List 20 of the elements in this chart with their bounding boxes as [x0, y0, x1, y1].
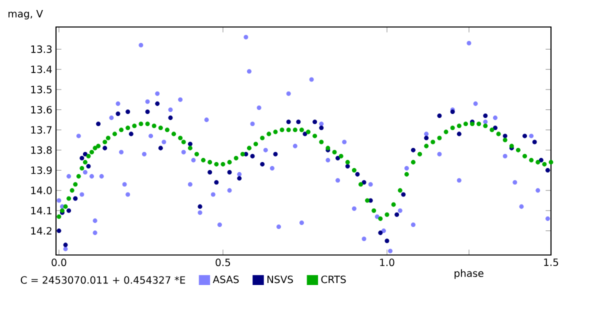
x-tick-label: 1.0 — [380, 258, 394, 266]
y-tick-label: 13.9 — [31, 166, 52, 174]
y-tick-label: 13.5 — [31, 86, 52, 94]
legend-label: ASAS — [212, 276, 239, 284]
x-tick-label: 0.0 — [52, 258, 66, 266]
y-tick-label: 13.3 — [31, 45, 52, 53]
y-tick-label: 14.1 — [31, 206, 52, 214]
legend-label: NSVS — [267, 276, 293, 284]
y-tick-label: 13.4 — [31, 66, 52, 74]
x-tick-label: 1.5 — [544, 258, 558, 266]
legend-label: CRTS — [321, 276, 346, 284]
x-tick-label: 0.5 — [216, 258, 230, 266]
text: C = 2453070.011 + 0.454327 *E — [20, 276, 186, 284]
x-axis-title: phase — [454, 269, 484, 279]
y-tick-label: 13.7 — [31, 126, 52, 134]
y-tick-label: 14.0 — [31, 186, 52, 194]
y-axis-title: mag, V — [8, 10, 43, 20]
y-tick-label: 14.2 — [31, 227, 52, 235]
y-tick-label: 13.8 — [31, 146, 52, 154]
y-tick-label: 13.6 — [31, 106, 52, 114]
